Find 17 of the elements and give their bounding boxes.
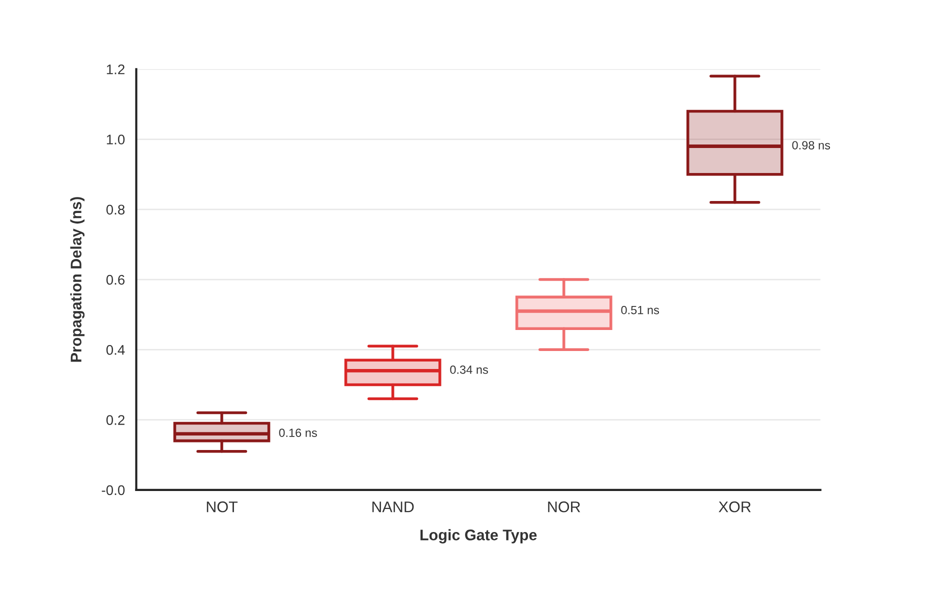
y-tick-label: -0.0 [102,485,125,496]
y-tick-label: 0.2 [106,415,124,425]
y-tick-label: 1.0 [106,134,125,144]
y-axis-title: Propagation Delay (ns) [70,197,85,362]
x-tick-label: NOR [548,501,580,512]
annotation: 0.34 ns [450,366,488,374]
y-tick-label: 0.8 [106,204,125,215]
annotation: 0.51 ns [621,306,660,314]
x-tick-label: NAND [372,502,414,512]
annotation: 0.16 ns [279,428,317,437]
x-tick-label: NOT [206,501,238,512]
x-axis-title: Logic Gate Type [420,529,537,544]
annotation: 0.98 ns [792,141,830,150]
y-tick-label: 0.4 [106,344,125,355]
y-tick-label: 0.6 [106,274,125,285]
x-tick-label: XOR [718,501,751,512]
y-tick-label: 1.2 [106,64,124,74]
